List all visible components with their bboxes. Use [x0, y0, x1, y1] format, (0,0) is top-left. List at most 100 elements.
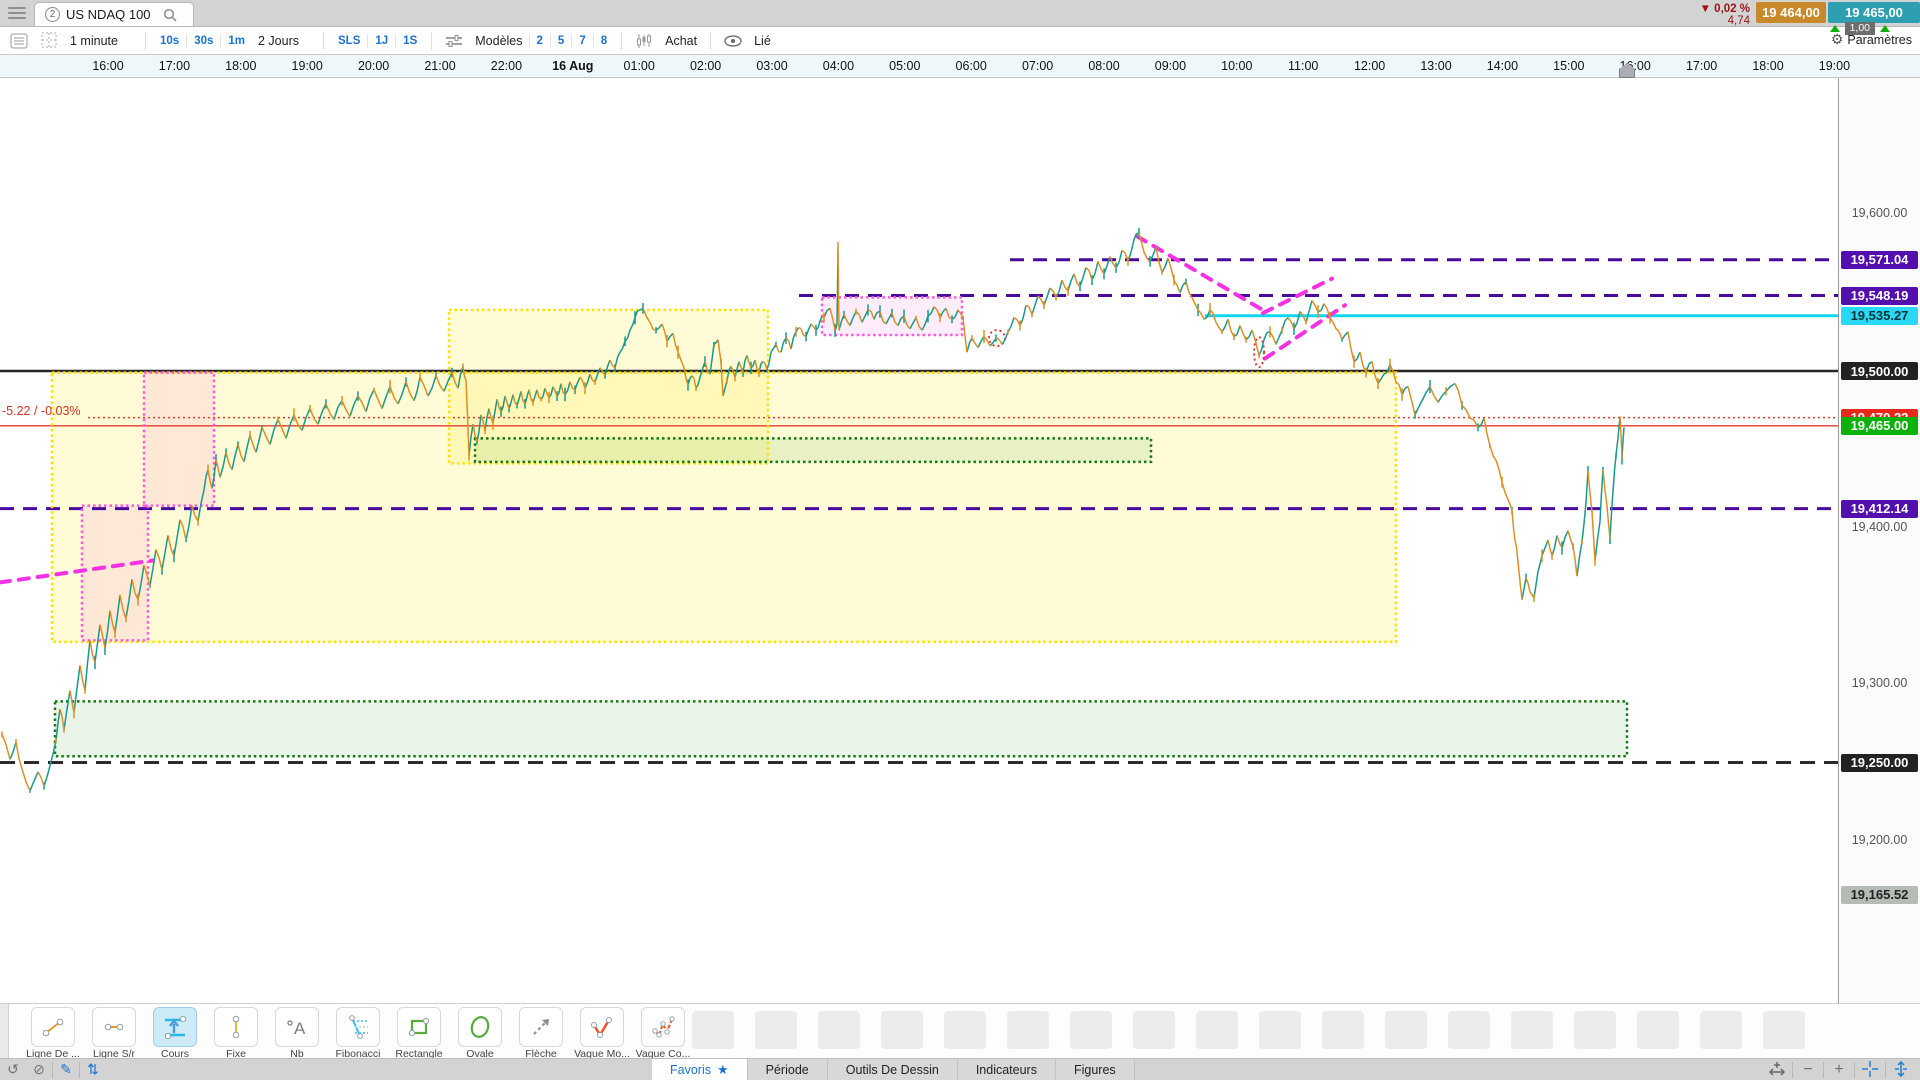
- period-10s-button[interactable]: 10s: [160, 34, 180, 47]
- tool-label: Fixe: [226, 1048, 246, 1060]
- favorite-empty-slot[interactable]: [1385, 1011, 1427, 1049]
- sort-arrows-icon[interactable]: ⇅: [87, 1061, 99, 1077]
- main-menu-button[interactable]: [0, 0, 34, 26]
- zoom-out-icon[interactable]: −: [1803, 1061, 1813, 1078]
- lie-button[interactable]: Lié: [754, 33, 771, 48]
- templates-sliders-icon[interactable]: [439, 33, 469, 49]
- current-time-marker[interactable]: [1619, 63, 1635, 78]
- tab-label: Période: [765, 1063, 809, 1077]
- price-axis[interactable]: 19,600.00 19,400.00 19,300.00 19,200.00 19,5…: [1838, 78, 1920, 1003]
- price-level-badge[interactable]: 19,412.14: [1841, 499, 1918, 518]
- search-icon[interactable]: [157, 8, 183, 22]
- tool-fleche-button[interactable]: Flèche: [512, 1007, 570, 1060]
- crosshair-icon[interactable]: [1855, 1060, 1885, 1080]
- tool-rectangle-button[interactable]: Rectangle: [390, 1007, 448, 1060]
- favorite-empty-slot[interactable]: [755, 1011, 797, 1049]
- time-tick-label: 17:00: [158, 59, 191, 73]
- order-book-icon[interactable]: [4, 32, 35, 50]
- levels-layer[interactable]: [0, 258, 1838, 764]
- favorite-empty-slot[interactable]: [1448, 1011, 1490, 1049]
- tool-nb-button[interactable]: A Nb: [268, 1007, 326, 1060]
- period-30s-button[interactable]: 30s: [194, 34, 214, 47]
- favorite-empty-slot[interactable]: [1133, 1011, 1175, 1049]
- favorite-empty-slot[interactable]: [1574, 1011, 1616, 1049]
- period-1m-button[interactable]: 1m: [228, 34, 245, 47]
- model-7-button[interactable]: 7: [579, 34, 586, 47]
- price-level-badge[interactable]: 19,571.04: [1841, 250, 1918, 269]
- tool-ovale-button[interactable]: Ovale: [451, 1007, 509, 1060]
- parametres-button[interactable]: ⚙ Paramètres: [1831, 31, 1912, 48]
- price-tick-label: 19,400.00: [1851, 519, 1908, 534]
- favorite-empty-slot[interactable]: [1259, 1011, 1301, 1049]
- bottom-tab-p-riode[interactable]: Période: [747, 1059, 828, 1080]
- bottom-tab-figures[interactable]: Figures: [1055, 1059, 1135, 1080]
- favorite-empty-slot[interactable]: [692, 1011, 734, 1049]
- price-level-badge[interactable]: 19,548.19: [1841, 286, 1918, 305]
- model-8-button[interactable]: 8: [600, 34, 608, 47]
- markers-layer[interactable]: [988, 329, 1265, 369]
- achat-button[interactable]: Achat: [665, 33, 698, 48]
- time-tick-label: 18:00: [225, 59, 257, 73]
- ligne-de-icon: [31, 1007, 75, 1047]
- models-label[interactable]: Modèles: [475, 33, 523, 48]
- price-level-badge[interactable]: 19,535.27: [1841, 306, 1918, 325]
- favorite-empty-slot[interactable]: [1511, 1011, 1553, 1049]
- period-sls-button[interactable]: SLS: [338, 34, 361, 47]
- favorite-empty-slot[interactable]: [1007, 1011, 1049, 1049]
- tool-ligne-sr-button[interactable]: Ligne S/r: [85, 1007, 143, 1060]
- bottom-tab-favoris[interactable]: Favoris ★: [652, 1059, 748, 1080]
- time-axis[interactable]: 16:00 17:00 18:00 19:00 20:00 21:00 22:00 16 Au…: [0, 55, 1920, 78]
- current-timeframe-label[interactable]: 1 minute: [70, 33, 118, 48]
- undo-icon[interactable]: ↺: [7, 1061, 19, 1077]
- chart-tab[interactable]: 2 US NDAQ 100: [34, 2, 194, 26]
- layout-grid-icon[interactable]: [35, 32, 64, 49]
- favorite-empty-slot[interactable]: [818, 1011, 860, 1049]
- favorite-empty-slot[interactable]: [881, 1011, 923, 1049]
- favorite-empty-slot[interactable]: [944, 1011, 986, 1049]
- price-path: [1, 227, 1625, 793]
- zones-border-layer[interactable]: [50, 296, 1629, 758]
- bottom-tab-outils-de-dessin[interactable]: Outils De Dessin: [827, 1059, 958, 1080]
- tool-fixe-button[interactable]: Fixe: [207, 1007, 265, 1060]
- sell-price-button[interactable]: 19 464,00: [1756, 2, 1826, 23]
- block-icon[interactable]: ⊘: [33, 1061, 45, 1077]
- favorite-empty-slot[interactable]: [1700, 1011, 1742, 1049]
- bottom-bar: ↺ ⊘ ✎ ⇅ Favoris ★ Période Outils De Dessin I…: [0, 1058, 1920, 1080]
- period-1j-button[interactable]: 1J: [375, 34, 389, 47]
- tool-cours-button[interactable]: Cours: [146, 1007, 204, 1060]
- fit-height-icon[interactable]: [1886, 1060, 1916, 1080]
- period-1s-button[interactable]: 1S: [403, 34, 418, 47]
- gear-icon: ⚙: [1830, 31, 1844, 47]
- price-level-badge[interactable]: 19,500.00: [1841, 362, 1918, 380]
- model-2-button[interactable]: 2: [536, 34, 543, 47]
- favorite-empty-slot[interactable]: [1070, 1011, 1112, 1049]
- tool-vague-co-button[interactable]: Vague Co...: [634, 1007, 692, 1060]
- model-5-button[interactable]: 5: [557, 34, 565, 47]
- tool-ligne-de-button[interactable]: Ligne De ...: [24, 1007, 82, 1060]
- pencil-icon[interactable]: ✎: [60, 1061, 72, 1077]
- tool-vague-mo-button[interactable]: Vague Mo...: [573, 1007, 631, 1060]
- tab-label: Favoris: [670, 1063, 711, 1077]
- fixe-icon: [214, 1007, 258, 1047]
- favorite-empty-slot[interactable]: [1322, 1011, 1364, 1049]
- buy-price-button[interactable]: 19 465,00: [1828, 2, 1920, 23]
- favorite-empty-slot[interactable]: [1637, 1011, 1679, 1049]
- range-label[interactable]: 2 Jours: [258, 33, 299, 48]
- eye-icon[interactable]: [718, 34, 748, 47]
- favorite-empty-slot[interactable]: [1196, 1011, 1238, 1049]
- zoom-in-icon[interactable]: +: [1834, 1061, 1844, 1078]
- bottom-tab-indicateurs[interactable]: Indicateurs: [957, 1059, 1056, 1080]
- tab-label: Outils De Dessin: [845, 1063, 939, 1077]
- tool-fibonacci-button[interactable]: Fibonacci: [329, 1007, 387, 1060]
- favorite-empty-slot[interactable]: [1763, 1011, 1805, 1049]
- vague-co-icon: [641, 1007, 685, 1047]
- time-tick-label: 19:00: [1818, 59, 1851, 73]
- trendlines-layer[interactable]: [0, 234, 1347, 585]
- price-level-badge[interactable]: 19,250.00: [1841, 753, 1918, 772]
- chart-area[interactable]: -5.22 / -0.03%: [0, 78, 1838, 1003]
- time-tick-label: 03:00: [756, 59, 788, 73]
- price-level-badge[interactable]: 19,465.00: [1841, 416, 1918, 435]
- price-level-badge[interactable]: 19,165.52: [1841, 885, 1918, 904]
- fit-width-icon[interactable]: [1762, 1061, 1792, 1080]
- price-chart[interactable]: [0, 78, 1838, 1003]
